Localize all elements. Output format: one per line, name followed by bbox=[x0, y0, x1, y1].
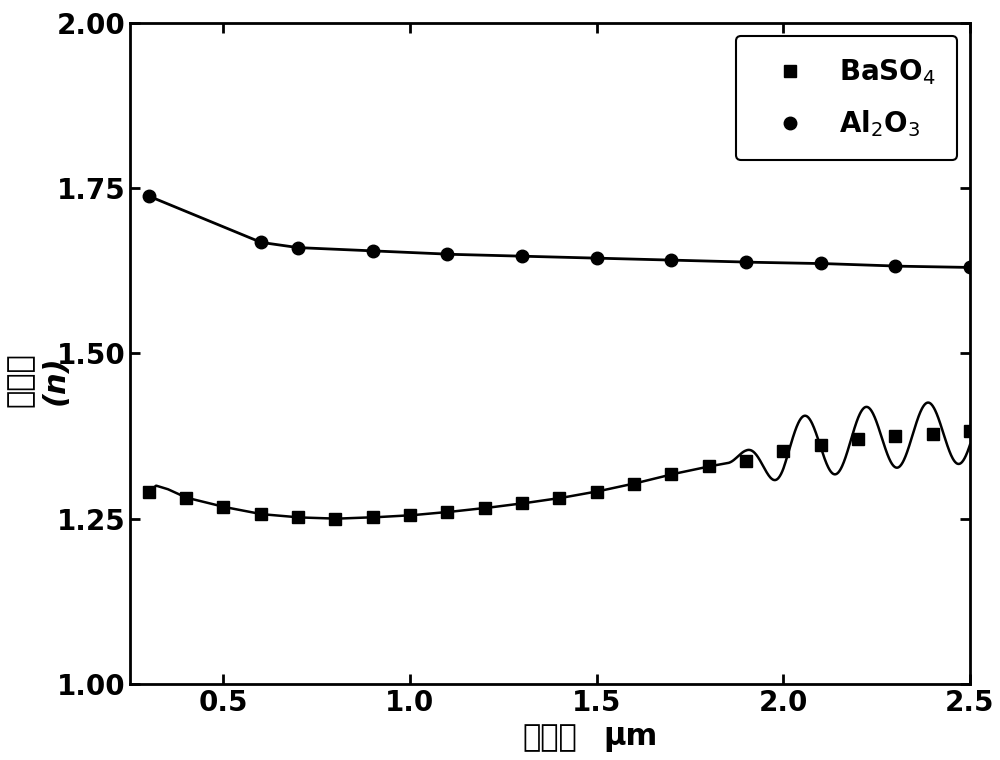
BaSO$_4$ bbox=[591, 487, 603, 496]
Al$_2$O$_3$ bbox=[367, 246, 379, 255]
BaSO$_4$ bbox=[516, 499, 528, 508]
BaSO$_4$ bbox=[553, 494, 565, 503]
BaSO$_4$ bbox=[180, 493, 192, 502]
BaSO$_4$ bbox=[367, 513, 379, 522]
Text: 折射率: 折射率 bbox=[5, 353, 34, 407]
Al$_2$O$_3$ bbox=[889, 261, 901, 271]
Al$_2$O$_3$ bbox=[665, 255, 677, 264]
Line: Al$_2$O$_3$: Al$_2$O$_3$ bbox=[142, 190, 976, 274]
Al$_2$O$_3$ bbox=[591, 254, 603, 263]
Al$_2$O$_3$ bbox=[292, 243, 304, 252]
Line: BaSO$_4$: BaSO$_4$ bbox=[143, 461, 714, 524]
Al$_2$O$_3$ bbox=[815, 259, 827, 268]
BaSO$_4$ bbox=[479, 504, 491, 513]
Al$_2$O$_3$ bbox=[441, 250, 453, 259]
BaSO$_4$ bbox=[292, 513, 304, 522]
Text: μm: μm bbox=[603, 724, 657, 752]
Text: 波长，: 波长， bbox=[523, 724, 577, 752]
BaSO$_4$ bbox=[329, 515, 341, 524]
BaSO$_4$ bbox=[404, 511, 416, 520]
BaSO$_4$ bbox=[143, 488, 155, 497]
Al$_2$O$_3$ bbox=[740, 258, 752, 267]
Al$_2$O$_3$ bbox=[516, 252, 528, 261]
BaSO$_4$ bbox=[441, 508, 453, 517]
BaSO$_4$ bbox=[665, 470, 677, 479]
BaSO$_4$ bbox=[217, 502, 229, 511]
BaSO$_4$ bbox=[255, 509, 267, 518]
Text: (n): (n) bbox=[40, 355, 70, 405]
Al$_2$O$_3$ bbox=[964, 263, 976, 272]
Al$_2$O$_3$ bbox=[255, 238, 267, 247]
Al$_2$O$_3$ bbox=[143, 192, 155, 201]
BaSO$_4$ bbox=[703, 462, 715, 471]
Legend: BaSO$_4$, Al$_2$O$_3$: BaSO$_4$, Al$_2$O$_3$ bbox=[736, 36, 957, 160]
BaSO$_4$ bbox=[628, 479, 640, 488]
